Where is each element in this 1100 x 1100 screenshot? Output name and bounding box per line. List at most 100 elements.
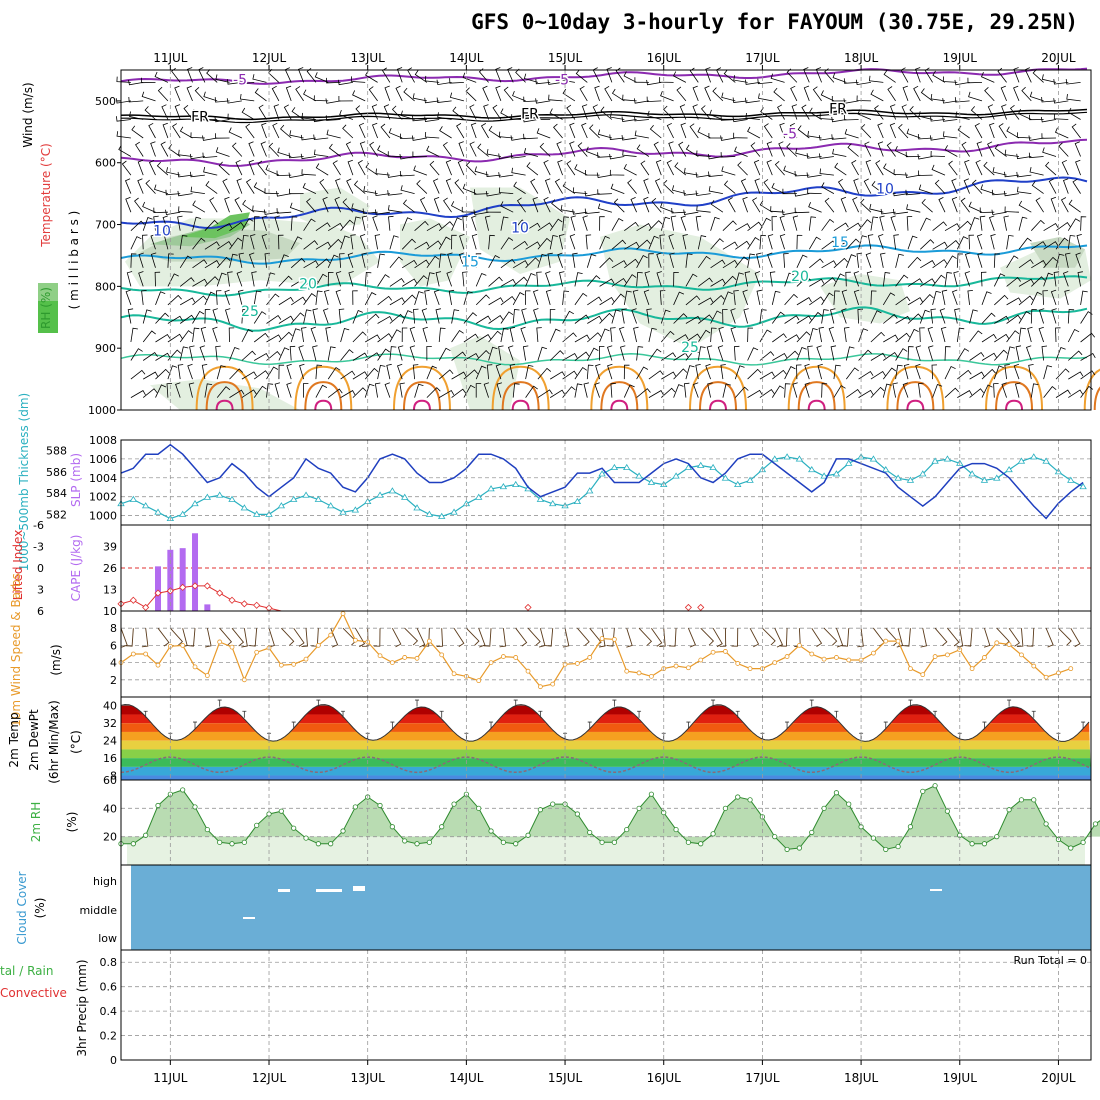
rh-area [121,785,1100,850]
upper-wind-barb [548,94,563,102]
upper-wind-barb [549,218,563,231]
upper-wind-barb [1067,107,1081,120]
upper-wind-barb [340,219,354,231]
upper-wind-barb [844,128,859,139]
thickness-point [746,476,754,483]
upper-wind-barb [463,333,479,343]
rh-point [685,839,691,845]
upper-wind-barb [869,203,884,213]
upper-wind-barb [944,145,958,157]
wind10-point [414,655,420,661]
upper-wind-barb [155,333,171,343]
upper-wind-barb [300,153,316,160]
upper-wind-barb [1016,186,1032,194]
upper-wind-barb [993,253,1001,268]
rh-shade-region [470,187,570,274]
upper-wind-barb [475,350,490,361]
upper-wind-barb [994,144,1007,157]
upper-wind-barb [818,135,834,141]
panel-frame [120,949,1092,1061]
upper-wind-barb [414,291,424,306]
upper-wind-barb [968,201,983,213]
upper-wind-barb [809,258,824,269]
rh-point [784,846,790,853]
upper-wind-barb [452,106,465,120]
temp-minmax-marker [415,699,420,707]
upper-wind-barb [895,296,911,306]
upper-wind-barb [202,152,218,159]
upper-wind-barb [291,107,304,120]
upper-wind-barb [944,223,960,232]
upper-wind-barb [948,160,958,176]
upper-wind-barb [942,116,958,122]
upper-wind-barb [551,199,563,213]
upper-wind-barb [228,327,235,343]
upper-wind-barb [710,310,722,324]
upper-wind-barb [500,216,509,231]
upper-wind-barb [623,274,637,287]
upper-wind-barb [921,198,933,213]
upper-wind-barb [335,178,341,194]
upper-wind-barb [987,104,995,120]
upper-wind-barb [846,222,862,232]
wind10-point [685,665,691,671]
upper-wind-barb [278,315,294,324]
upper-wind-barb [671,185,687,194]
rh-point [254,822,260,828]
upper-wind-barb [771,182,785,194]
upper-wind-barb [631,308,637,324]
pressure-tick-label: 500 [95,95,116,108]
upper-wind-barb [266,351,281,361]
temp2m-line [120,703,1090,742]
upper-wind-barb [222,178,230,194]
upper-wind-barb [478,68,489,83]
temp-minmax-marker [933,710,938,718]
upper-wind-barb [584,208,600,215]
ylabel-cloud: Cloud Cover [15,871,29,944]
upper-wind-barb [837,178,847,194]
wind10-point [673,663,679,669]
rh-point [624,826,630,833]
thickness-point [326,502,335,509]
upper-wind-barb [875,160,884,176]
upper-wind-barb [860,124,872,139]
upper-wind-barb [535,114,551,120]
upper-wind-barb [424,75,440,83]
upper-wind-barb [266,314,282,324]
upper-wind-barb [747,126,761,139]
upper-wind-barb [177,171,193,178]
upper-wind-barb [375,168,390,176]
temp-band [121,740,1091,750]
upper-wind-barb [680,215,687,231]
upper-wind-barb [253,385,267,398]
upper-wind-barb [721,166,736,176]
upper-wind-barb [722,383,731,398]
upper-wind-barb [562,88,576,102]
upper-wind-barb [486,149,501,157]
upper-wind-barb [821,218,835,231]
temp-band [121,775,1091,780]
upper-wind-barb [783,165,798,176]
upper-wind-barb [191,109,206,120]
upper-wind-barb [735,240,750,250]
wind10-barb [687,628,696,648]
precip-tick-label: 0.6 [100,981,118,994]
temp-minmax-marker [143,710,148,718]
temp-minmax-marker [1081,721,1086,729]
dewpoint-line [120,756,1090,774]
upper-wind-barb [964,159,970,176]
upper-wind-barb [1031,260,1047,269]
temp-minmax-marker [809,699,814,707]
wind10-barb [731,628,739,647]
thickness-point [1067,476,1075,483]
upper-wind-barb [710,259,726,269]
thickness-point [906,476,915,483]
upper-wind-barb [841,289,848,306]
li-tick-label: 0 [37,562,44,575]
date-label-top: 18JUL [844,51,879,65]
ylabel-millibars: ( m i l l i b a r s ) [67,211,81,310]
upper-wind-barb [253,216,260,231]
upper-wind-barb [387,172,403,178]
upper-wind-barb [883,351,898,361]
upper-wind-barb [845,271,851,287]
